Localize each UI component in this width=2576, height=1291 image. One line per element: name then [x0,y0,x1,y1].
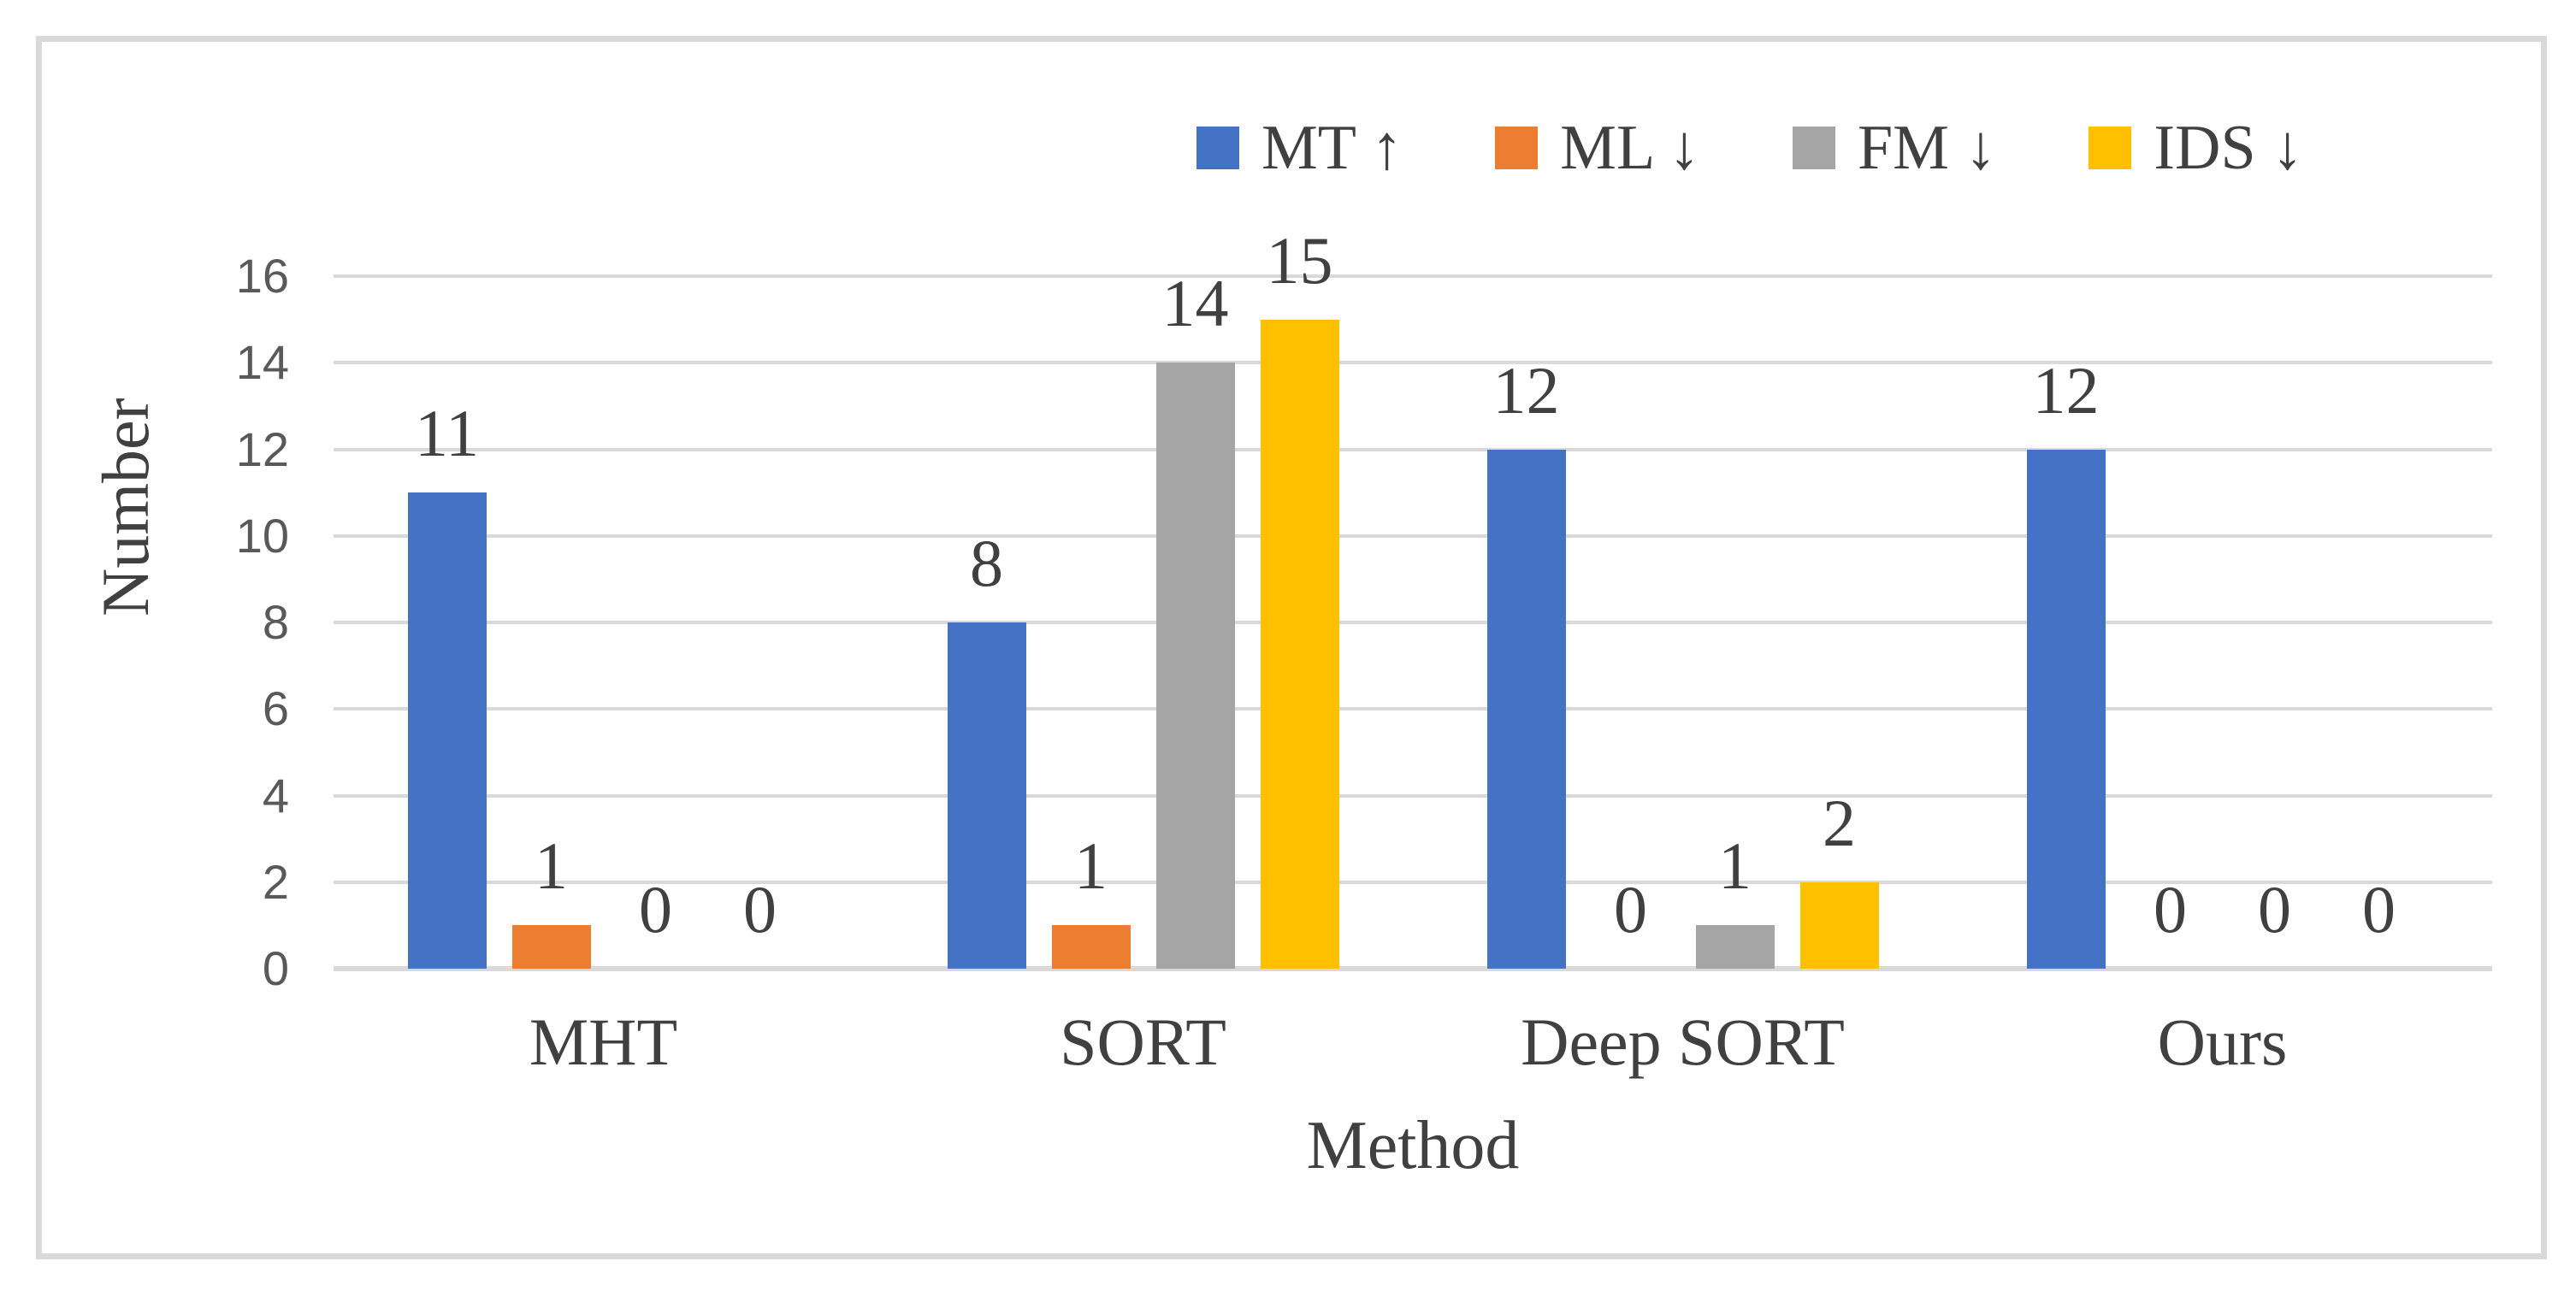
gridline [334,274,2492,278]
x-axis-tick-labels: MHT SORT Deep SORT Ours [334,1009,2492,1076]
y-tick-label: 12 [235,421,289,476]
bar-group-deep-sort: 12 0 1 2 [1413,276,1953,969]
bar-value-label: 0 [743,872,777,946]
gridline [334,707,2492,711]
bar-slot: 0 [617,276,695,969]
y-tick-label: 2 [262,854,289,909]
bar-fm-sort [1155,363,1235,969]
bar-value-label: 0 [2362,872,2396,946]
legend-item-mt: MT ↑ [1196,114,1403,182]
bar-value-label: 14 [1161,266,1229,341]
legend-label: FM ↓ [1857,113,1997,183]
bar-value-label: 1 [535,828,568,904]
bar-group-sort: 8 1 14 15 [873,227,1413,969]
legend-swatch-icon [1495,127,1539,169]
y-tick-label: 10 [235,508,289,563]
y-tick-label: 6 [262,681,289,736]
bar-value-label: 0 [2154,872,2187,946]
gridline [334,447,2492,451]
bar-value-label: 0 [2258,872,2291,946]
bar-value-label: 8 [970,526,1003,600]
bar-value-label: 11 [414,396,480,471]
plot-area: 11 1 0 0 8 1 14 15 12 0 1 2 12 0 0 0 0 2 4 6 8 10 12 14 16 [236,227,2492,995]
y-tick-label: 4 [262,768,289,822]
bar-slot: 15 [1260,227,1339,969]
x-tick-label-deep-sort: Deep SORT [1521,1005,1845,1079]
bar-groups: 11 1 0 0 8 1 14 15 12 0 1 2 12 0 0 0 [334,227,2492,969]
gridline [334,621,2492,624]
bar-value-label: 1 [1074,828,1108,904]
legend-label: MT ↑ [1261,113,1403,183]
bar-value-label: 0 [639,872,672,946]
bar-mt-deep-sort [1486,449,1566,969]
x-tick-label-sort: SORT [1060,1005,1226,1079]
bar-value-label: 12 [2032,352,2100,427]
bar-mt-ours [2026,449,2106,969]
legend-item-ids: IDS ↓ [2089,114,2303,182]
x-tick-label-mht: MHT [529,1005,678,1079]
bar-slot: 1 [1695,276,1775,969]
bar-slot: 0 [2236,276,2314,969]
bar-slot: 0 [1592,276,1670,969]
bar-slot: 2 [1799,276,1879,969]
legend-label: IDS ↓ [2154,113,2304,183]
bar-ids-sort [1260,319,1339,969]
y-axis-title: Number [88,398,162,616]
bar-value-label: 1 [1718,828,1752,904]
legend-item-ml: ML ↓ [1495,114,1700,182]
y-tick-label: 8 [262,595,289,649]
bar-slot: 12 [1486,276,1566,969]
bar-slot: 1 [1051,276,1131,969]
bar-mt-mht [407,492,487,969]
y-tick-label: 0 [262,941,289,995]
bar-slot: 12 [2026,276,2106,969]
y-tick-label: 14 [235,335,289,390]
bar-value-label: 12 [1492,352,1560,427]
bar-fm-deep-sort [1695,925,1775,969]
x-axis-title: Method [1306,1108,1520,1183]
bar-slot: 0 [2131,276,2210,969]
bar-group-ours: 12 0 0 0 [1953,276,2492,969]
bar-ml-sort [1051,925,1131,969]
bar-value-label: 15 [1266,222,1333,298]
bar-slot: 11 [407,276,487,969]
legend-item-fm: FM ↓ [1792,113,1997,183]
bar-slot: 14 [1155,270,1235,969]
gridline [334,880,2492,884]
bar-slot: 0 [721,276,800,969]
bar-mt-sort [947,622,1026,969]
legend-swatch-icon [1196,127,1239,169]
gridline [334,793,2492,798]
legend-swatch-icon [1792,127,1835,169]
bar-slot: 1 [511,276,591,969]
bar-ids-deep-sort [1799,881,1879,969]
gridline [334,533,2492,538]
legend-label: ML ↓ [1560,113,1700,183]
bar-slot: 0 [2340,276,2419,969]
bar-slot: 8 [947,276,1026,969]
y-tick-label: 16 [235,249,289,303]
gridline [334,361,2492,365]
x-tick-label-ours: Ours [2157,1005,2288,1079]
bar-value-label: 2 [1823,785,1856,860]
x-axis-line [334,966,2492,971]
chart-figure: MT ↑ ML ↓ FM ↓ IDS ↓ 11 1 0 0 8 1 14 15 12 0 1 2 12 0 0 0 … [36,36,2547,1259]
bar-group-mht: 11 1 0 0 [334,276,873,969]
chart-legend: MT ↑ ML ↓ FM ↓ IDS ↓ [1196,114,2303,182]
bar-ml-mht [511,925,591,969]
legend-swatch-icon [2089,127,2132,169]
bar-value-label: 0 [1614,872,1647,946]
